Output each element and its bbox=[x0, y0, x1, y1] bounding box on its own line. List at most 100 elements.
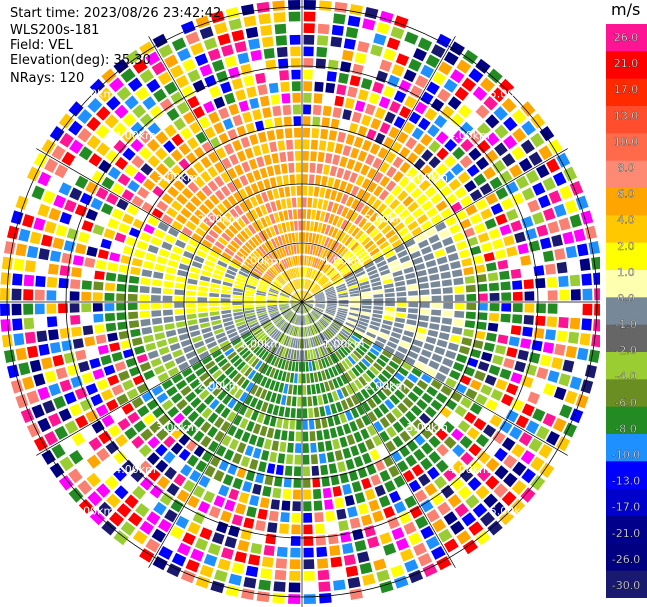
velocity-gate bbox=[403, 266, 414, 274]
velocity-gate bbox=[175, 239, 186, 249]
velocity-gate bbox=[278, 382, 285, 393]
velocity-gate bbox=[410, 405, 423, 417]
velocity-gate bbox=[465, 204, 478, 216]
velocity-gate bbox=[293, 303, 301, 311]
velocity-gate bbox=[361, 114, 372, 127]
velocity-gate bbox=[107, 424, 121, 438]
velocity-gate bbox=[302, 151, 309, 161]
velocity-gate bbox=[209, 288, 220, 293]
velocity-gate bbox=[312, 395, 318, 406]
velocity-gate bbox=[23, 303, 34, 315]
velocity-gate bbox=[570, 303, 581, 315]
velocity-gate bbox=[324, 344, 331, 354]
velocity-gate bbox=[95, 187, 109, 200]
velocity-gate bbox=[468, 68, 484, 83]
velocity-gate bbox=[286, 395, 292, 406]
velocity-gate bbox=[240, 136, 251, 148]
velocity-gate bbox=[152, 556, 168, 571]
velocity-gate bbox=[454, 405, 467, 418]
velocity-gate bbox=[283, 271, 290, 281]
velocity-gate bbox=[203, 376, 214, 387]
velocity-gate bbox=[350, 261, 361, 269]
velocity-gate bbox=[399, 485, 412, 498]
velocity-gate bbox=[358, 361, 368, 371]
velocity-gate bbox=[510, 220, 523, 232]
velocity-gate bbox=[479, 182, 493, 196]
velocity-gate bbox=[172, 246, 184, 255]
velocity-gate bbox=[257, 131, 267, 143]
velocity-gate bbox=[263, 178, 271, 190]
velocity-gate bbox=[285, 311, 293, 320]
velocity-gate bbox=[236, 251, 246, 260]
velocity-gate bbox=[153, 325, 164, 333]
velocity-gate bbox=[157, 221, 169, 232]
velocity-gate bbox=[378, 264, 389, 272]
velocity-gate bbox=[91, 170, 105, 184]
velocity-gate bbox=[249, 397, 259, 408]
velocity-gate bbox=[308, 256, 312, 266]
velocity-gate bbox=[349, 172, 358, 184]
velocity-gate bbox=[164, 323, 175, 331]
velocity-gate bbox=[465, 388, 478, 400]
velocity-gate bbox=[364, 261, 375, 270]
velocity-gate bbox=[139, 69, 154, 84]
velocity-gate bbox=[248, 340, 258, 349]
velocity-gate bbox=[246, 506, 257, 518]
velocity-gate bbox=[58, 113, 74, 129]
velocity-gate bbox=[171, 200, 183, 212]
velocity-gate bbox=[116, 198, 129, 211]
velocity-gate bbox=[303, 0, 316, 10]
velocity-gate bbox=[314, 292, 324, 297]
velocity-gate bbox=[255, 72, 266, 84]
velocity-gate bbox=[321, 117, 330, 128]
velocity-gate bbox=[361, 291, 372, 296]
velocity-gate bbox=[187, 278, 198, 285]
velocity-gate bbox=[287, 312, 294, 321]
velocity-gate bbox=[510, 268, 522, 279]
velocity-gate bbox=[295, 326, 298, 337]
velocity-gate bbox=[302, 327, 304, 337]
range-ring-label: 4.00km bbox=[448, 463, 490, 476]
velocity-gate bbox=[143, 178, 156, 191]
velocity-gate bbox=[35, 275, 46, 287]
velocity-gate bbox=[456, 240, 468, 251]
velocity-gate bbox=[460, 396, 473, 409]
velocity-gate bbox=[220, 377, 231, 388]
velocity-gate bbox=[271, 440, 279, 451]
velocity-gate bbox=[450, 201, 463, 213]
velocity-gate bbox=[234, 280, 245, 287]
velocity-gate bbox=[327, 302, 337, 304]
velocity-gate bbox=[276, 261, 284, 271]
velocity-gate bbox=[327, 201, 334, 212]
velocity-gate bbox=[4, 241, 16, 255]
velocity-gate bbox=[489, 303, 500, 312]
velocity-gate bbox=[355, 418, 365, 429]
velocity-gate bbox=[268, 309, 279, 315]
velocity-gate bbox=[542, 177, 556, 191]
velocity-gate bbox=[317, 359, 324, 370]
velocity-gate bbox=[279, 70, 289, 81]
velocity-gate bbox=[347, 577, 361, 589]
velocity-gate bbox=[443, 468, 457, 482]
velocity-gate bbox=[537, 194, 551, 209]
velocity-gate bbox=[190, 42, 204, 56]
velocity-gate bbox=[248, 355, 257, 365]
velocity-gate bbox=[221, 344, 232, 353]
velocity-gate bbox=[104, 132, 119, 147]
velocity-gate bbox=[404, 356, 416, 366]
velocity-gate bbox=[68, 487, 84, 503]
velocity-gate bbox=[379, 416, 390, 429]
velocity-gate bbox=[69, 303, 80, 313]
velocity-gate bbox=[244, 394, 254, 406]
velocity-gate bbox=[327, 303, 337, 306]
velocity-gate bbox=[126, 388, 139, 400]
range-ring-label: 5.00km bbox=[490, 505, 532, 518]
velocity-gate bbox=[593, 272, 600, 285]
velocity-gate bbox=[303, 303, 309, 312]
velocity-gate bbox=[384, 288, 395, 293]
velocity-gate bbox=[347, 317, 358, 323]
velocity-gate bbox=[74, 204, 88, 217]
velocity-gate bbox=[386, 381, 397, 392]
velocity-gate bbox=[336, 376, 344, 387]
velocity-gate bbox=[524, 303, 535, 313]
